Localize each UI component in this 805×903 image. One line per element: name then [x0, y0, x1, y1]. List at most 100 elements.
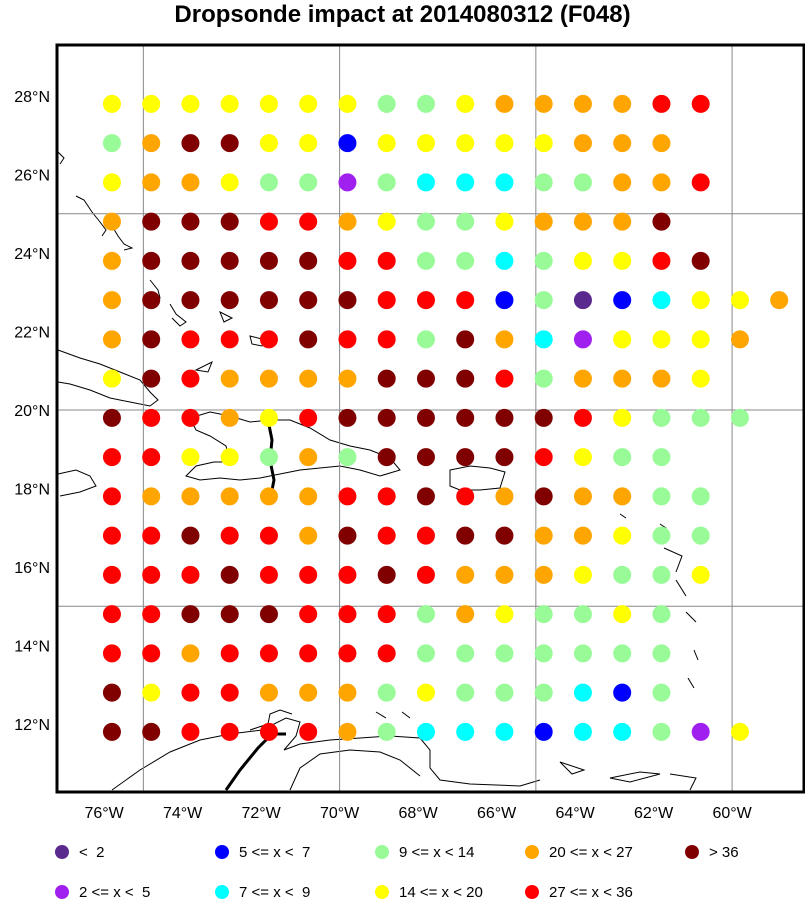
impact-dot — [220, 173, 239, 192]
impact-dot — [652, 173, 671, 192]
impact-dot — [220, 330, 239, 349]
legend-item: 27 <= x < 36 — [525, 881, 633, 903]
impact-dot — [691, 291, 710, 310]
impact-dot — [142, 291, 161, 310]
legend-label: 5 <= x < 7 — [239, 843, 311, 861]
impact-dot — [220, 487, 239, 506]
legend-label: 20 <= x < 27 — [549, 843, 633, 861]
impact-dot — [416, 369, 435, 388]
impact-dot — [102, 605, 121, 624]
impact-dot — [652, 605, 671, 624]
impact-dot — [573, 644, 592, 663]
latitude-label: 26°N — [14, 168, 50, 185]
longitude-labels: 76°W 74°W 72°W 70°W 68°W 66°W 64°W 62°W 60°W — [84, 805, 752, 822]
impact-dot — [691, 487, 710, 506]
impact-dot — [142, 408, 161, 427]
impact-dot — [534, 330, 553, 349]
impact-dot — [102, 369, 121, 388]
impact-dot — [495, 408, 514, 427]
impact-dot — [652, 683, 671, 702]
impact-dot — [142, 605, 161, 624]
impact-dot — [573, 330, 592, 349]
impact-dot — [495, 251, 514, 270]
impact-dot — [220, 526, 239, 545]
impact-dot — [652, 526, 671, 545]
impact-dot — [573, 605, 592, 624]
legend-swatch — [525, 885, 539, 899]
impact-dot — [456, 683, 475, 702]
impact-dot — [691, 722, 710, 741]
impact-dot — [338, 722, 357, 741]
impact-dot — [691, 526, 710, 545]
impact-dot — [416, 291, 435, 310]
impact-dot — [495, 683, 514, 702]
impact-dot — [652, 487, 671, 506]
legend-label: 2 <= x < 5 — [79, 883, 151, 901]
impact-dot — [652, 408, 671, 427]
impact-dot — [691, 369, 710, 388]
impact-dot — [416, 487, 435, 506]
impact-dot — [181, 526, 200, 545]
impact-dot — [220, 291, 239, 310]
impact-dot — [456, 408, 475, 427]
impact-dot — [456, 94, 475, 113]
impact-dot — [456, 369, 475, 388]
impact-dot — [534, 94, 553, 113]
impact-dot — [573, 565, 592, 584]
impact-dot — [102, 408, 121, 427]
impact-dot — [573, 251, 592, 270]
impact-dot — [299, 94, 318, 113]
impact-dot — [259, 251, 278, 270]
impact-dot — [377, 722, 396, 741]
legend-swatch — [375, 845, 389, 859]
impact-dot — [573, 212, 592, 231]
impact-dot — [613, 722, 632, 741]
latitude-label: 24°N — [14, 246, 50, 263]
impact-dot — [691, 251, 710, 270]
impact-dot — [259, 448, 278, 467]
impact-dot — [102, 94, 121, 113]
impact-dot — [730, 722, 749, 741]
impact-dot — [338, 565, 357, 584]
impact-dot — [181, 565, 200, 584]
impact-dot — [142, 683, 161, 702]
impact-dot — [142, 644, 161, 663]
impact-dot — [495, 369, 514, 388]
impact-dot — [495, 330, 514, 349]
impact-dot — [181, 369, 200, 388]
impact-dot — [416, 173, 435, 192]
impact-dot — [181, 408, 200, 427]
impact-dot — [102, 251, 121, 270]
impact-dot — [652, 251, 671, 270]
impact-dot — [259, 291, 278, 310]
legend-label: 9 <= x < 14 — [399, 843, 475, 861]
latitude-label: 22°N — [14, 325, 50, 342]
impact-dot — [456, 212, 475, 231]
impact-dot — [730, 330, 749, 349]
impact-dot — [338, 526, 357, 545]
impact-dot — [181, 448, 200, 467]
impact-dot — [181, 134, 200, 153]
impact-dot — [102, 173, 121, 192]
impact-dot — [613, 526, 632, 545]
impact-dot — [495, 565, 514, 584]
impact-dot — [377, 94, 396, 113]
impact-dot — [181, 683, 200, 702]
impact-dot — [534, 526, 553, 545]
longitude-label: 76°W — [84, 805, 124, 822]
impact-dot — [613, 605, 632, 624]
impact-dot — [573, 487, 592, 506]
impact-dot — [534, 134, 553, 153]
impact-dot — [416, 526, 435, 545]
impact-dot — [142, 526, 161, 545]
impact-dot — [377, 330, 396, 349]
impact-dot — [416, 134, 435, 153]
legend-item: > 36 — [685, 841, 739, 863]
impact-dot — [102, 330, 121, 349]
impact-dot — [299, 565, 318, 584]
impact-dot — [456, 644, 475, 663]
longitude-label: 62°W — [634, 805, 674, 822]
impact-dot — [573, 448, 592, 467]
impact-dot — [613, 683, 632, 702]
impact-dot — [534, 291, 553, 310]
